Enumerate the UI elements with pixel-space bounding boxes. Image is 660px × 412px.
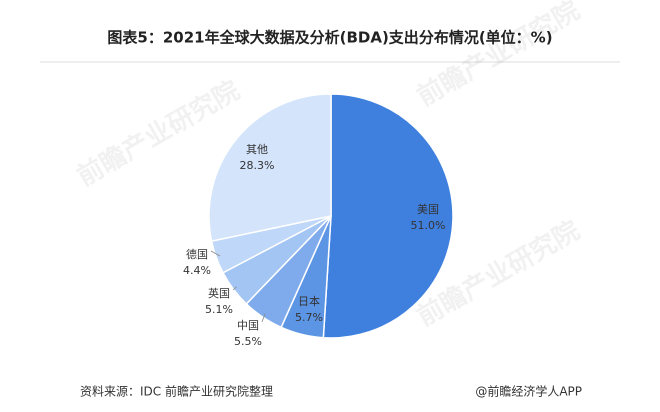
leader-line [232, 286, 237, 291]
slice-value: 28.3% [240, 159, 275, 172]
leader-line [261, 313, 266, 323]
credit: @前瞻经济学人APP [475, 384, 582, 399]
slice-label: 日本 [298, 294, 320, 308]
slice-label: 德国 [186, 247, 208, 261]
chart-title: 图表5：2021年全球大数据及分析(BDA)支出分布情况(单位：%) [107, 29, 552, 47]
slice-value: 5.7% [295, 311, 323, 324]
slice-value: 4.4% [183, 264, 211, 277]
slice-label: 美国 [417, 203, 439, 216]
slice-value: 5.1% [205, 303, 233, 316]
slice-value: 51.0% [411, 219, 446, 232]
slice-label: 中国 [237, 319, 259, 332]
pie-slice [208, 93, 332, 243]
slice-label: 英国 [208, 286, 230, 300]
source: 资料来源：IDC 前瞻产业研究院整理 [80, 384, 273, 399]
watermark: 前瞻产业研究院 [412, 0, 585, 113]
leader-line [210, 250, 221, 257]
slice-value: 5.5% [234, 335, 262, 348]
slice-label: 其他 [246, 143, 268, 156]
pie-slice [322, 93, 454, 339]
